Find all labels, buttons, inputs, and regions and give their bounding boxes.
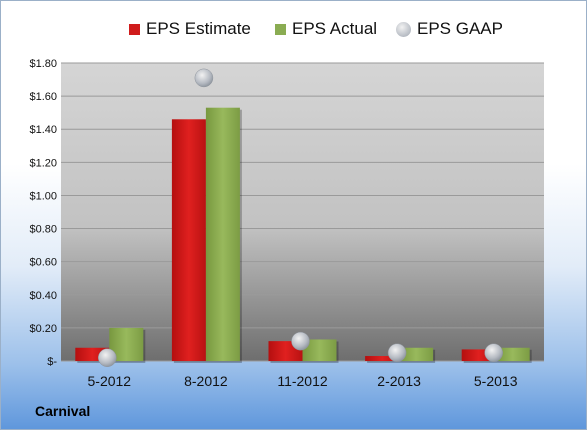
bar-eps-actual bbox=[302, 339, 337, 361]
legend-swatch-gaap bbox=[396, 21, 411, 37]
legend-swatch-estimate bbox=[129, 23, 140, 35]
y-tick-label: $0.20 bbox=[29, 323, 57, 335]
y-tick-label: $0.60 bbox=[29, 257, 57, 269]
x-tick-label: 5-2012 bbox=[88, 373, 132, 389]
x-axis-ticks: 5-2012 8-2012 11-2012 2-2013 5-2013 bbox=[88, 373, 518, 389]
legend-item-eps-actual: EPS Actual bbox=[275, 19, 377, 39]
gaap-marker bbox=[484, 343, 503, 362]
bar-eps-actual bbox=[205, 107, 240, 361]
bar-eps-actual bbox=[495, 347, 530, 361]
y-tick-label: $1.40 bbox=[29, 124, 57, 136]
x-tick-label: 2-2013 bbox=[377, 373, 421, 389]
gaap-marker bbox=[194, 68, 214, 88]
gaap-marker bbox=[387, 343, 407, 362]
legend-label-actual: EPS Actual bbox=[292, 19, 378, 38]
legend-item-eps-estimate: EPS Estimate bbox=[129, 19, 251, 39]
y-tick-label: $1.00 bbox=[29, 190, 57, 202]
y-tick-label: $1.60 bbox=[29, 91, 57, 103]
bar-eps-estimate bbox=[171, 119, 206, 362]
y-tick-label: $- bbox=[47, 356, 57, 368]
y-tick-label: $0.80 bbox=[29, 224, 57, 236]
gaap-marker bbox=[98, 348, 117, 367]
bar-eps-estimate bbox=[461, 349, 496, 361]
x-tick-label: 8-2012 bbox=[184, 373, 228, 389]
bar-eps-estimate bbox=[365, 356, 400, 361]
y-tick-label: $1.20 bbox=[29, 157, 57, 169]
company-name: Carnival bbox=[35, 403, 91, 419]
y-tick-label: $0.40 bbox=[29, 290, 57, 302]
bar-eps-actual bbox=[399, 347, 434, 361]
legend-swatch-actual bbox=[275, 23, 286, 35]
legend-label-gaap: EPS GAAP bbox=[417, 19, 503, 38]
y-tick-label: $1.80 bbox=[29, 58, 57, 70]
gaap-marker bbox=[291, 331, 310, 351]
legend-item-eps-gaap: EPS GAAP bbox=[396, 19, 503, 39]
x-tick-label: 5-2013 bbox=[474, 373, 518, 389]
y-axis-ticks: $1.80 $1.60 $1.40 $1.20 $1.00 $0.80 $0.60 $0.40… bbox=[29, 58, 57, 368]
bars bbox=[75, 107, 532, 364]
x-tick-label: 11-2012 bbox=[277, 373, 328, 389]
legend: EPS Estimate EPS Actual EPS GAAP bbox=[1, 19, 586, 43]
gaap-markers bbox=[98, 68, 503, 367]
plot-area bbox=[61, 63, 544, 361]
legend-label-estimate: EPS Estimate bbox=[146, 19, 251, 38]
